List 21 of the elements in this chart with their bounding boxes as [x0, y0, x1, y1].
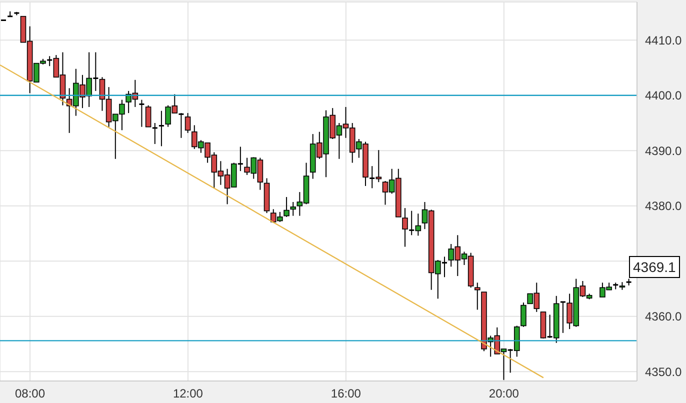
candlestick: [284, 196, 290, 218]
candlestick: [290, 201, 296, 216]
candlestick: [158, 110, 165, 147]
y-tick-label: 4410.0: [645, 33, 682, 48]
y-tick-label: 4390.0: [645, 144, 682, 158]
candlestick: [520, 302, 526, 328]
y-tick-label: 4400.0: [645, 88, 682, 103]
candlestick: [178, 112, 184, 138]
x-tick-label: 16:00: [330, 386, 362, 401]
x-tick-label: 12:00: [172, 386, 204, 401]
candlestick: [138, 99, 145, 128]
annotation: 4369.1: [629, 256, 680, 278]
x-tick-label: 08:00: [15, 386, 46, 401]
candlestick: [402, 208, 408, 248]
y-tick-label: 4360.0: [645, 310, 682, 324]
candlestick: [474, 282, 480, 310]
y-tick-label: 4350.0: [645, 364, 682, 379]
candlestick: [560, 301, 566, 334]
candlestick: [184, 112, 191, 134]
x-tick-label: 20:00: [488, 386, 520, 401]
y-tick-label: 4380.0: [645, 199, 682, 214]
